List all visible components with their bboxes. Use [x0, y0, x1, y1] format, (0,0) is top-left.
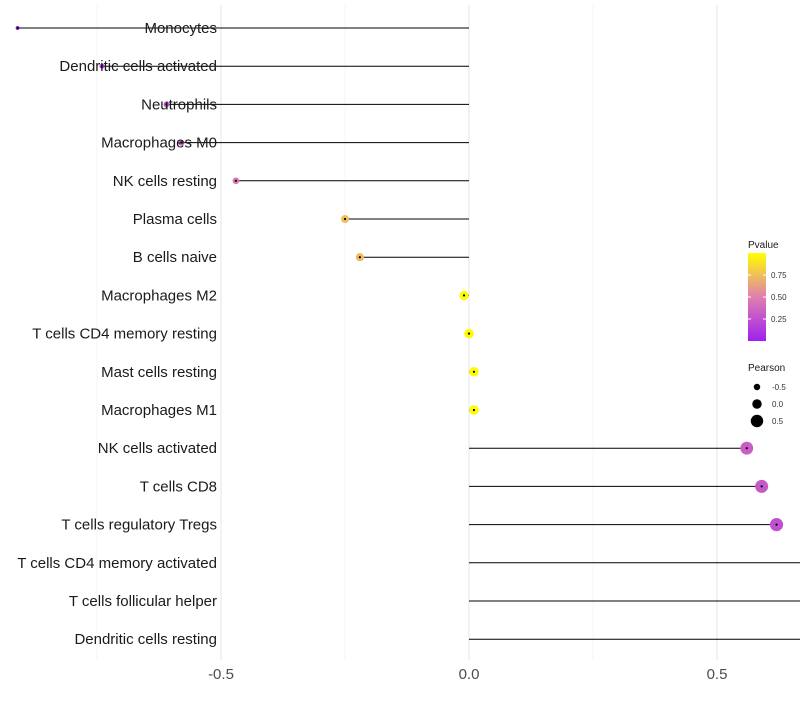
- lollipop-point-center: [472, 408, 476, 412]
- y-tick-label: Mast cells resting: [101, 364, 217, 381]
- x-tick-label: -0.5: [208, 666, 234, 683]
- lollipop-point-center: [100, 65, 104, 68]
- pvalue-legend-title: Pvalue: [748, 240, 779, 251]
- y-tick-label: Plasma cells: [133, 211, 217, 228]
- lollipop-point-center: [775, 523, 778, 526]
- lollipop-point-center: [472, 370, 476, 373]
- y-tick-label: Macrophages M2: [101, 287, 217, 304]
- lollipop-point-center: [745, 447, 748, 450]
- pearson-legend-key: [750, 414, 764, 428]
- x-tick-label: 0.5: [707, 666, 728, 683]
- y-tick-label: B cells naive: [133, 249, 217, 266]
- y-axis-labels: Monocytes Dendritic cells activated Neutro…: [17, 20, 217, 648]
- y-tick-label: T cells CD4 memory resting: [32, 326, 217, 343]
- lollipop-point-center: [180, 141, 183, 144]
- y-tick-label: NK cells resting: [113, 173, 217, 190]
- y-tick-label: NK cells activated: [98, 440, 217, 457]
- lollipop-point-center: [16, 26, 19, 30]
- legend: Pvalue 0.75 0.50 0.25 Pearson -0.5 0.0 0.5: [748, 240, 787, 428]
- y-tick-label: T cells regulatory Tregs: [61, 517, 217, 534]
- pearson-legend-label: 0.0: [772, 400, 784, 409]
- y-tick-label: Neutrophils: [141, 96, 217, 113]
- lollipop-point-center: [467, 332, 471, 335]
- pearson-legend-label: -0.5: [772, 383, 786, 392]
- grid-layer: [96, 5, 718, 660]
- pearson-legend-key: [753, 383, 761, 391]
- y-tick-label: Monocytes: [144, 20, 217, 37]
- y-tick-label: T cells follicular helper: [69, 593, 217, 610]
- lollipop-point-center: [343, 217, 347, 221]
- y-tick-label: T cells CD4 memory activated: [17, 555, 217, 572]
- x-tick-label: 0.0: [459, 666, 480, 683]
- pvalue-colorbar: [748, 253, 766, 341]
- y-tick-label: Macrophages M1: [101, 402, 217, 419]
- lollipop-point-center: [358, 256, 361, 259]
- lollipop-point-center: [165, 103, 168, 106]
- pearson-legend-title: Pearson: [748, 363, 785, 374]
- y-tick-label: T cells CD8: [140, 478, 217, 495]
- colorbar-tick-label: 0.50: [771, 293, 787, 302]
- pearson-legend-key: [752, 399, 762, 409]
- colorbar-tick-label: 0.75: [771, 271, 787, 280]
- stems-layer: [17, 27, 800, 640]
- lollipop-point-center: [234, 179, 237, 182]
- y-tick-label: Dendritic cells activated: [59, 58, 217, 75]
- y-tick-label: Macrophages M0: [101, 135, 217, 152]
- colorbar-tick-label: 0.25: [771, 315, 787, 324]
- lollipop-point-center: [462, 294, 466, 297]
- pearson-legend-label: 0.5: [772, 417, 784, 426]
- x-axis-labels: -0.50.00.51.0: [208, 666, 728, 683]
- points-layer: [15, 26, 784, 532]
- y-tick-label: Dendritic cells resting: [74, 631, 217, 648]
- lollipop-point-center: [760, 485, 763, 488]
